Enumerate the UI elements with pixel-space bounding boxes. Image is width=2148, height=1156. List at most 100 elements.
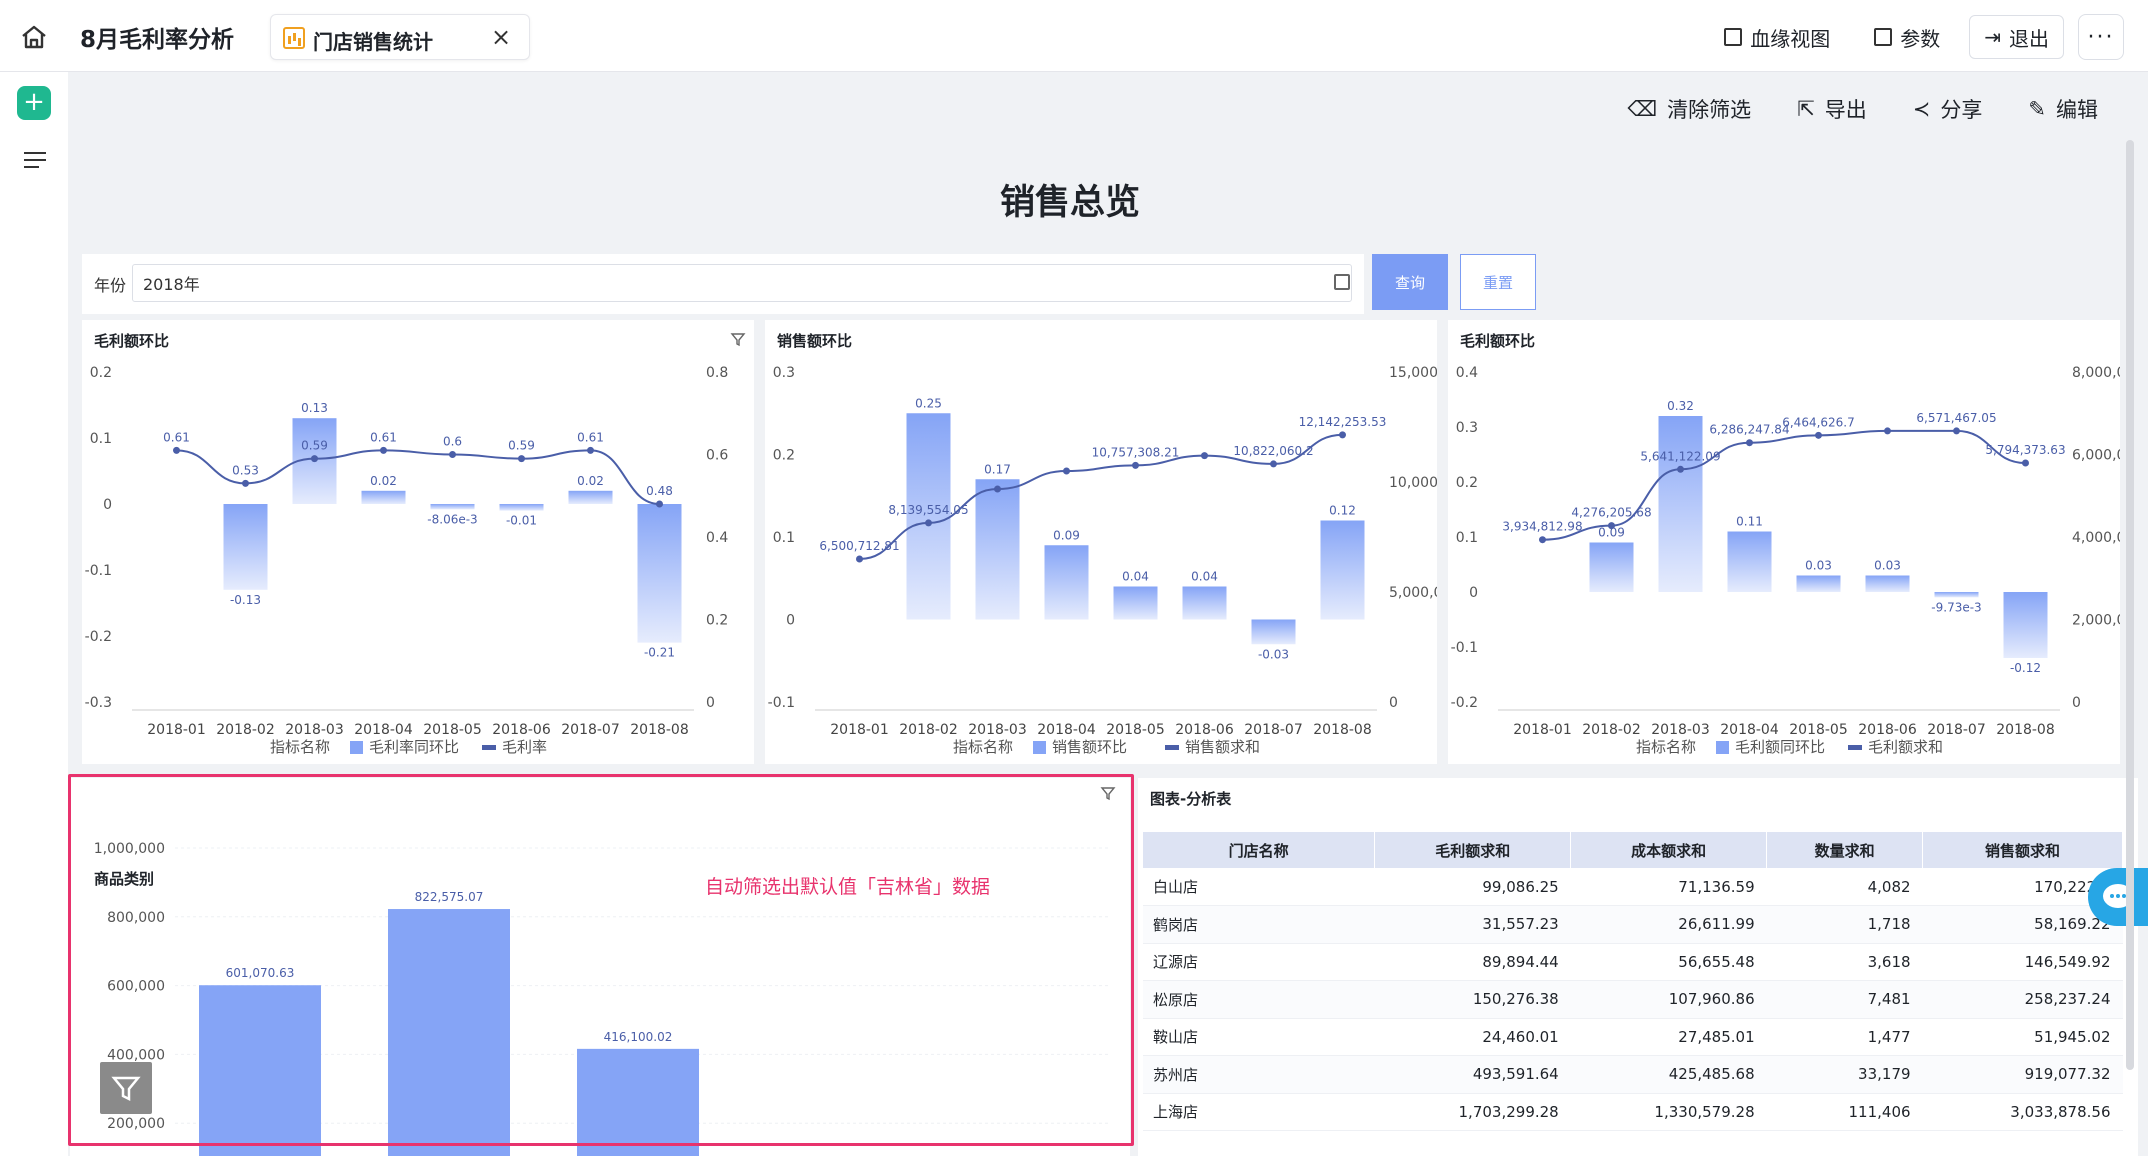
outline-icon[interactable]: [24, 152, 46, 170]
y-right-tick-label: 0: [1389, 695, 1398, 711]
x-tick-label: 2018-08: [1996, 722, 2055, 738]
x-tick-label: 2018-01: [1513, 722, 1572, 738]
bar: [1658, 416, 1703, 592]
bar-label: -0.12: [2010, 661, 2041, 675]
table-title: 图表-分析表: [1150, 790, 1232, 808]
y-left-tick-label: 0.2: [90, 365, 112, 381]
lineage-view-button[interactable]: 血缘视图: [1709, 15, 1845, 59]
chart-svg: 0.4 0.3 0.2 0.1 0 -0.1 -0.2 8,000,000 6,000,000 4…: [1451, 365, 2120, 756]
edit-icon: ✎: [2028, 97, 2046, 121]
line-label: 10,757,308.21: [1092, 445, 1180, 459]
y-left-tick-label: -0.1: [1451, 640, 1478, 656]
bar-label: -0.21: [644, 646, 675, 660]
bar-label: 0.03: [1805, 559, 1832, 573]
bar: [568, 490, 613, 504]
sidebar: +: [0, 72, 68, 1156]
page-title: 销售总览: [999, 183, 1140, 223]
bar: [1251, 619, 1296, 645]
bar-label: -9.73e-3: [1931, 600, 1981, 614]
year-input[interactable]: [132, 264, 1352, 302]
tab-label: 门店销售统计: [313, 30, 433, 54]
line-point: [242, 479, 249, 487]
table-cell: 白山店: [1143, 868, 1375, 906]
x-tick-label: 2018-08: [630, 722, 689, 738]
y-right-tick-label: 5,000,000: [1389, 585, 1437, 601]
bar-label: 0.17: [984, 462, 1011, 476]
chat-support-icon[interactable]: [2088, 868, 2148, 926]
column-header[interactable]: 毛利额求和: [1374, 832, 1572, 868]
line-label: 0.59: [508, 439, 535, 453]
column-header[interactable]: 成本额求和: [1570, 832, 1768, 868]
params-button[interactable]: 参数: [1859, 15, 1955, 59]
bar-label: -0.03: [1258, 647, 1289, 661]
bar-label: 0.02: [577, 474, 604, 488]
y-left-tick-label: 0.3: [773, 365, 795, 381]
add-icon[interactable]: +: [17, 86, 51, 120]
scrollbar[interactable]: [2126, 140, 2134, 1070]
y-right-tick-label: 2,000,000: [2072, 613, 2120, 629]
filter-icon: [730, 333, 746, 347]
calendar-icon[interactable]: [1334, 274, 1350, 290]
x-tick-label: 2018-08: [1313, 722, 1372, 738]
table-cell: 31,557.23: [1374, 905, 1571, 944]
table-cell: 258,237.24: [1922, 980, 2123, 1019]
legend-title: 指标名称: [953, 738, 1013, 756]
x-tick-label: 2018-03: [968, 722, 1027, 738]
line-label: 6,464,626.7: [1782, 415, 1855, 429]
table-cell: 1,477: [1766, 1018, 1923, 1056]
table-cell: 51,945.02: [1922, 1018, 2123, 1056]
highlight-frame: [68, 774, 1134, 1146]
year-filter-bar: 年份: [82, 254, 1364, 314]
reset-button[interactable]: 重置: [1460, 254, 1536, 310]
x-tick-label: 2018-07: [1927, 722, 1986, 738]
export-button[interactable]: ⇱ 导出: [1797, 94, 1867, 124]
column-header[interactable]: 销售额求和: [1922, 832, 2123, 868]
line-point: [1884, 427, 1891, 435]
line-point: [1339, 431, 1346, 439]
bar: [499, 504, 544, 511]
bar-label: 0.03: [1874, 559, 1901, 573]
bar: [361, 490, 406, 504]
lineage-icon: [1724, 28, 1743, 46]
column-header[interactable]: 门店名称: [1143, 832, 1376, 868]
table-cell: 56,655.48: [1570, 943, 1767, 981]
table-row: 白山店 99,086.25 71,136.59 4,082 170,222.8: [1143, 868, 2123, 906]
edit-label: 编辑: [2056, 98, 2098, 122]
table-cell: 170,222.8: [1922, 868, 2123, 906]
legend: 指标名称 销售额环比 销售额求和: [953, 738, 1260, 756]
line-label: 6,286,247.84: [1709, 423, 1789, 437]
chart-icon: [283, 27, 305, 49]
share-icon: ≺: [1912, 97, 1931, 121]
annotation-text: 自动筛选出默认值「吉林省」数据: [705, 876, 991, 898]
column-header[interactable]: 数量求和: [1766, 832, 1924, 868]
more-icon[interactable]: ···: [2078, 14, 2124, 60]
bar-label: -0.01: [506, 514, 537, 528]
x-tick-label: 2018-03: [285, 722, 344, 738]
table-cell: 107,960.86: [1570, 980, 1767, 1019]
bar: [975, 479, 1020, 620]
table-row: 上海店 1,703,299.28 1,330,579.28 111,406 3,033,…: [1143, 1093, 2123, 1131]
query-button[interactable]: 查询: [1372, 254, 1448, 310]
edit-button[interactable]: ✎ 编辑: [2028, 94, 2098, 124]
filter-funnel-icon[interactable]: [100, 1062, 152, 1114]
line-point: [1270, 460, 1277, 468]
share-button[interactable]: ≺ 分享: [1913, 94, 1983, 124]
close-icon[interactable]: ×: [491, 23, 512, 51]
clear-filter-button[interactable]: ⌫ 清除筛选: [1627, 94, 1751, 124]
line-label: 0.48: [646, 484, 673, 498]
chart-title: 销售额环比: [777, 332, 853, 350]
home-icon[interactable]: [20, 24, 48, 50]
legend-swatch-line: [1848, 745, 1862, 750]
tab-store-sales[interactable]: 门店销售统计 ×: [270, 14, 530, 60]
series-line: [1542, 429, 2026, 541]
x-tick-label: 2018-05: [423, 722, 482, 738]
bar-label: 0.25: [915, 396, 942, 410]
line-label: 3,934,812.98: [1502, 520, 1582, 534]
line-point: [994, 485, 1001, 493]
line-point: [1677, 465, 1684, 473]
table-cell: 松原店: [1143, 980, 1375, 1019]
logout-button[interactable]: ⇥ 退出: [1969, 15, 2064, 59]
table-row: 辽源店 89,894.44 56,655.48 3,618 146,549.92: [1143, 943, 2123, 981]
table-cell: 150,276.38: [1374, 980, 1571, 1019]
table-cell: 3,618: [1766, 943, 1923, 981]
